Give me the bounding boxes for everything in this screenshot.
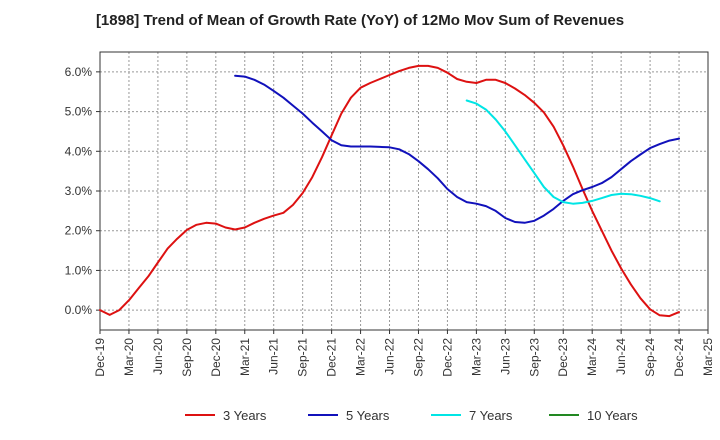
series-line-3-years xyxy=(99,64,680,318)
legend-label: 10 Years xyxy=(587,408,638,423)
y-tick-label: 5.0% xyxy=(65,105,93,119)
series-line-5-years xyxy=(234,74,680,224)
y-tick-label: 2.0% xyxy=(65,224,93,238)
x-tick-label: Jun-23 xyxy=(498,338,512,375)
legend-label: 5 Years xyxy=(346,408,390,423)
y-axis: 0.0% 1.0% 2.0% 3.0% 4.0% 5.0% 6.0% xyxy=(65,65,100,317)
x-tick-label: Mar-25 xyxy=(701,338,715,376)
series-line-7-years xyxy=(465,99,661,205)
x-tick-label: Mar-21 xyxy=(238,338,252,376)
y-tick-label: 6.0% xyxy=(65,65,93,79)
x-axis: Dec-19 Mar-20 Jun-20 Sep-20 Dec-20 Mar-21 Jun-… xyxy=(93,330,715,377)
legend-label: 7 Years xyxy=(469,408,513,423)
grid xyxy=(100,52,708,330)
y-tick-label: 4.0% xyxy=(65,144,93,158)
x-tick-label: Sep-20 xyxy=(180,338,194,377)
x-tick-label: Jun-22 xyxy=(383,338,397,375)
x-tick-label: Sep-24 xyxy=(643,338,657,377)
x-tick-label: Sep-21 xyxy=(296,338,310,377)
x-tick-label: Dec-21 xyxy=(325,338,339,377)
y-tick-label: 3.0% xyxy=(65,184,93,198)
x-tick-label: Mar-20 xyxy=(122,338,136,376)
y-tick-label: 1.0% xyxy=(65,263,93,277)
x-tick-label: Sep-22 xyxy=(411,338,425,377)
x-tick-label: Mar-24 xyxy=(585,338,599,376)
x-tick-label: Mar-23 xyxy=(469,338,483,376)
x-tick-label: Dec-19 xyxy=(93,338,107,377)
x-tick-label: Jun-24 xyxy=(614,338,628,375)
x-tick-label: Mar-22 xyxy=(354,338,368,376)
chart-title: [1898] Trend of Mean of Growth Rate (YoY… xyxy=(95,12,625,29)
x-tick-label: Dec-22 xyxy=(440,338,454,377)
x-tick-label: Jun-21 xyxy=(267,338,281,375)
x-tick-label: Sep-23 xyxy=(527,338,541,377)
legend-label: 3 Years xyxy=(223,408,267,423)
legend: 3 Years 5 Years 7 Years 10 Years xyxy=(185,408,638,423)
x-tick-label: Dec-24 xyxy=(672,338,686,377)
x-tick-label: Dec-23 xyxy=(556,338,570,377)
series-group xyxy=(99,64,680,318)
x-tick-label: Jun-20 xyxy=(151,338,165,375)
x-tick-label: Dec-20 xyxy=(209,338,223,377)
y-tick-label: 0.0% xyxy=(65,303,93,317)
